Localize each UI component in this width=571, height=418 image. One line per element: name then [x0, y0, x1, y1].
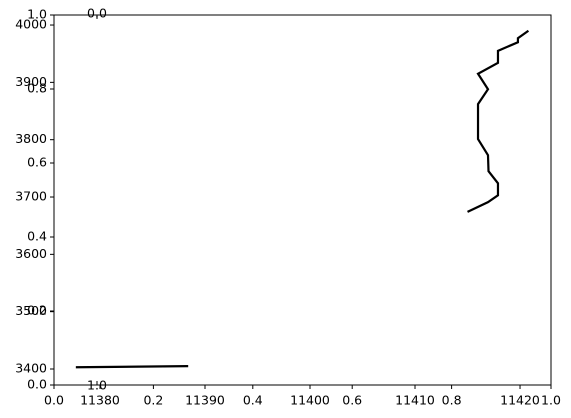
y-tick-label: 3400	[15, 361, 47, 376]
overlay-x-tick-label: 0.2	[143, 393, 163, 408]
x-tick-label: 11410	[395, 393, 435, 408]
line	[75, 365, 189, 369]
line	[467, 29, 530, 213]
overlay-y-tick-label: 1.0	[27, 7, 47, 22]
x-tick-label: 11420	[500, 393, 540, 408]
axes-frame	[53, 14, 552, 386]
inner-tick-label: 1.0	[87, 378, 107, 393]
x-tick-label: 11390	[185, 393, 225, 408]
y-tick-label: 3800	[15, 131, 47, 146]
x-tick-label: 11400	[290, 393, 330, 408]
overlay-y-tick-label: 0.6	[27, 155, 47, 170]
overlay-x-tick-label: 0.4	[243, 393, 263, 408]
y-tick-label: 3700	[15, 189, 47, 204]
y-tick-label: 3900	[15, 74, 47, 89]
overlay-y-tick-label: 0.2	[27, 303, 47, 318]
y-tick-label: 3600	[15, 246, 47, 261]
y-tick-label: 3500	[15, 303, 47, 318]
overlay-x-tick-label: 0.6	[342, 393, 362, 408]
overlay-x-tick-label: 0.8	[442, 393, 462, 408]
y-tick-label: 4000	[15, 17, 47, 32]
overlay-y-tick-label: 0.8	[27, 81, 47, 96]
inner-tick-label: 0.0	[87, 6, 107, 21]
x-tick-label: 11380	[80, 393, 120, 408]
overlay-y-tick-label: 0.0	[27, 377, 47, 392]
overlay-y-tick-label: 0.4	[27, 229, 47, 244]
overlay-x-tick-label: 1.0	[541, 393, 561, 408]
overlay-x-tick-label: 0.0	[44, 393, 64, 408]
